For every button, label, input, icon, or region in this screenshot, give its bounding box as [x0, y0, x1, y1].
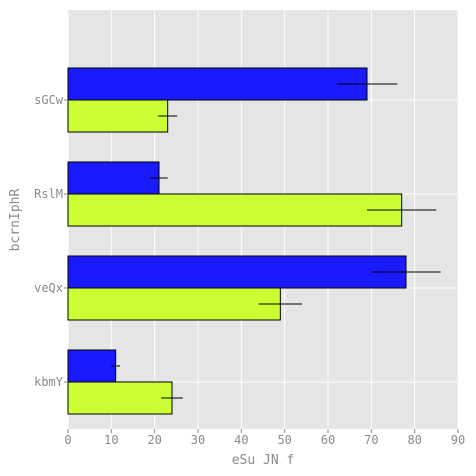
x-tick-label: 70 [364, 433, 378, 447]
x-tick-label: 60 [321, 433, 335, 447]
y-axis-title: bcrnIphR [8, 189, 23, 252]
x-tick-label: 30 [191, 433, 205, 447]
bar-RslM-series-1 [67, 161, 160, 195]
x-axis-title: eSu JN f [232, 453, 295, 468]
error-bars [111, 83, 441, 399]
x-tick-label: 40 [234, 433, 248, 447]
bar-kbmY-series-0 [67, 381, 173, 415]
bar-sGCw-series-0 [67, 99, 169, 133]
bar-kbmY-series-1 [67, 349, 117, 383]
x-tick-label: 20 [147, 433, 161, 447]
x-tick-label: 10 [104, 433, 118, 447]
y-tick-label: RslM [34, 187, 63, 201]
x-tick-label: 80 [407, 433, 421, 447]
bar-sGCw-series-1 [67, 67, 368, 101]
y-axis-ticks: kbmY veQx RslM sGCw [34, 93, 68, 389]
y-tick-label: sGCw [34, 93, 64, 107]
y-tick-label: veQx [34, 281, 63, 295]
x-tick-label: 90 [451, 433, 465, 447]
bar-veQx-series-0 [67, 287, 281, 321]
bar-veQx-series-1 [67, 255, 407, 289]
x-tick-label: 50 [277, 433, 291, 447]
bar-RslM-series-0 [67, 193, 403, 227]
x-tick-label: 0 [64, 433, 71, 447]
x-axis-ticks: 0 10 20 30 40 50 60 70 80 90 [64, 429, 465, 447]
y-tick-label: kbmY [34, 375, 64, 389]
